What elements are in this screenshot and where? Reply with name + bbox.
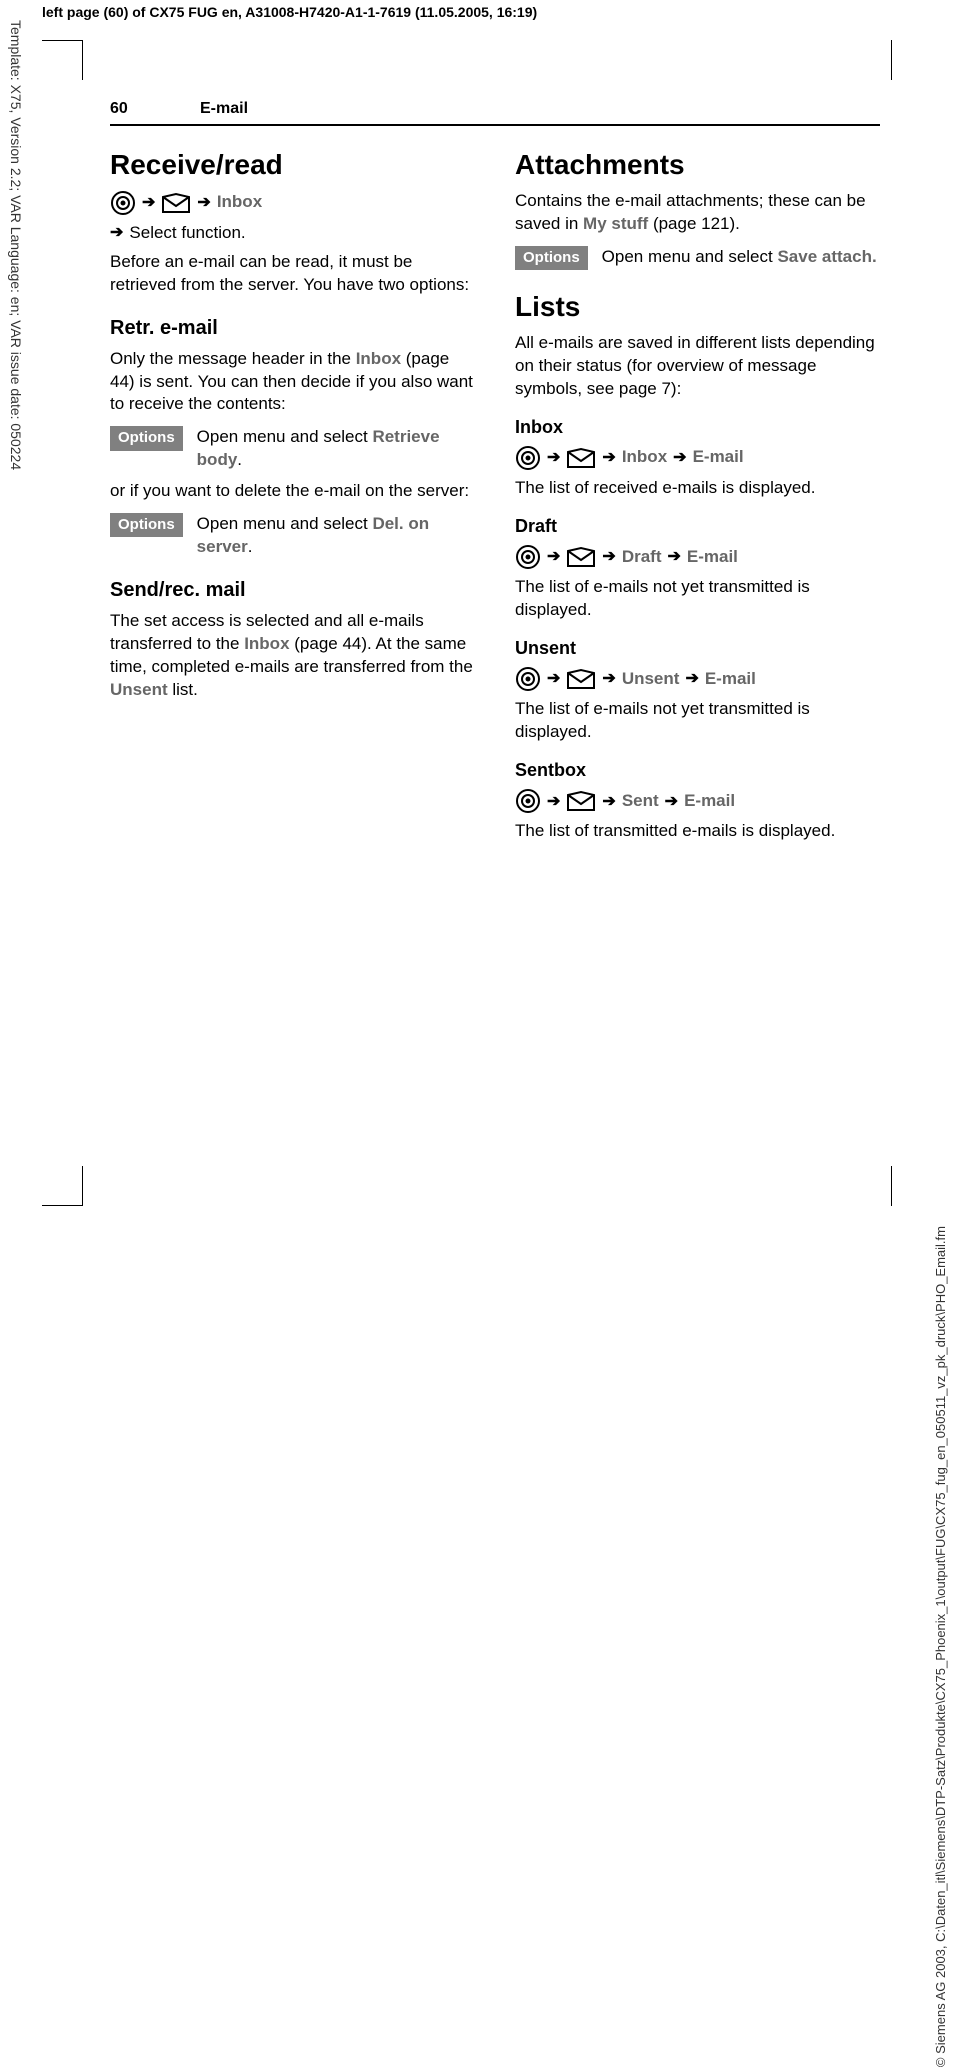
text-bold: Save attach. — [777, 247, 876, 266]
arrow-icon: ➔ — [602, 546, 615, 568]
nav-path: ➔ ➔ Sent ➔ E-mail — [515, 788, 880, 814]
heading-attachments: Attachments — [515, 146, 880, 184]
arrow-icon: ➔ — [197, 192, 210, 214]
page-number: 60 — [110, 100, 200, 118]
envelope-icon — [566, 790, 596, 812]
heading-inbox: Inbox — [515, 415, 880, 439]
arrow-icon: ➔ — [110, 222, 123, 244]
arrow-icon: ➔ — [602, 791, 615, 813]
nav-label: Inbox — [217, 191, 262, 214]
body-text: or if you want to delete the e-mail on t… — [110, 480, 475, 503]
arrow-icon: ➔ — [547, 668, 560, 690]
nav-label: Inbox — [622, 446, 667, 469]
running-head: 60 E-mail — [110, 100, 880, 126]
text-fragment: (page 121). — [648, 214, 740, 233]
nav-label: Unsent — [622, 668, 680, 691]
nav-label: E-mail — [705, 668, 756, 691]
nav-path: ➔ ➔ Draft ➔ E-mail — [515, 544, 880, 570]
body-text: Only the message header in the In­box (p… — [110, 348, 475, 417]
arrow-icon: ➔ — [667, 546, 680, 568]
text-fragment: Only the message header in the — [110, 349, 356, 368]
arrow-icon: ➔ — [685, 668, 698, 690]
nav-label: Select function. — [129, 222, 245, 245]
nav-label: Sent — [622, 790, 659, 813]
text-bold: Unsent — [110, 680, 168, 699]
heading-draft: Draft — [515, 514, 880, 538]
text-fragment: Open menu and select — [602, 247, 778, 266]
text-bold: Inbox — [244, 634, 289, 653]
body-text: Before an e-mail can be read, it must be… — [110, 251, 475, 297]
heading-retr-email: Retr. e-mail — [110, 315, 475, 342]
arrow-icon: ➔ — [673, 447, 686, 469]
nav-path-inbox: ➔ ➔ Inbox — [110, 190, 475, 216]
text-fragment: Open menu and select — [197, 514, 373, 533]
heading-receive-read: Receive/read — [110, 146, 475, 184]
envelope-icon — [161, 192, 191, 214]
arrow-icon: ➔ — [602, 668, 615, 690]
arrow-icon: ➔ — [547, 791, 560, 813]
envelope-icon — [566, 546, 596, 568]
text-bold: In­box — [356, 349, 401, 368]
envelope-icon — [566, 447, 596, 469]
template-info-left: Template: X75, Version 2.2; VAR Language… — [8, 20, 24, 640]
nav-label: E-mail — [684, 790, 735, 813]
arrow-icon: ➔ — [547, 546, 560, 568]
body-text: The set access is selected and all e-mai… — [110, 610, 475, 702]
options-text: Open menu and select Retrieve body. — [197, 426, 475, 472]
copyright-path-right: © Siemens AG 2003, C:\Daten_itl\Siemens\… — [933, 1226, 948, 2067]
options-softkey: Options — [515, 246, 588, 270]
text-fragment: . — [248, 537, 253, 556]
crop-mark-icon — [42, 1205, 82, 1206]
text-fragment: . — [237, 450, 242, 469]
body-text: All e-mails are saved in different lists… — [515, 332, 880, 401]
text-bold: My stuff — [583, 214, 648, 233]
body-text: The list of e-mails not yet transmit­ted… — [515, 576, 880, 622]
body-text: Contains the e-mail attachments; these c… — [515, 190, 880, 236]
page-body: 60 E-mail Receive/read ➔ ➔ Inbox ➔ Selec… — [110, 100, 880, 853]
heading-lists: Lists — [515, 288, 880, 326]
joystick-icon — [515, 788, 541, 814]
heading-sentbox: Sentbox — [515, 758, 880, 782]
crop-mark-icon — [891, 1166, 892, 1206]
body-text: The list of received e-mails is displaye… — [515, 477, 880, 500]
arrow-icon: ➔ — [142, 192, 155, 214]
joystick-icon — [515, 445, 541, 471]
heading-unsent: Unsent — [515, 636, 880, 660]
text-fragment: list. — [168, 680, 198, 699]
two-column-layout: Receive/read ➔ ➔ Inbox ➔ Select function… — [110, 146, 880, 853]
crop-mark-icon — [891, 40, 892, 80]
nav-path: ➔ ➔ Unsent ➔ E-mail — [515, 666, 880, 692]
nav-label: E-mail — [693, 446, 744, 469]
options-softkey: Options — [110, 513, 183, 537]
nav-label: E-mail — [687, 546, 738, 569]
arrow-icon: ➔ — [665, 791, 678, 813]
arrow-icon: ➔ — [547, 447, 560, 469]
text-fragment: Open menu and select — [197, 427, 373, 446]
arrow-icon: ➔ — [602, 447, 615, 469]
crop-mark-icon — [82, 40, 83, 80]
nav-path: ➔ ➔ Inbox ➔ E-mail — [515, 445, 880, 471]
body-text: The list of e-mails not yet transmit­ted… — [515, 698, 880, 744]
page-header: left page (60) of CX75 FUG en, A31008-H7… — [42, 0, 537, 24]
envelope-icon — [566, 668, 596, 690]
right-column: Attachments Contains the e-mail attachme… — [515, 146, 880, 853]
options-row: Options Open menu and select Save attach… — [515, 246, 880, 270]
joystick-icon — [515, 666, 541, 692]
joystick-icon — [110, 190, 136, 216]
options-softkey: Options — [110, 426, 183, 450]
nav-label: Draft — [622, 546, 662, 569]
options-row: Options Open menu and select Retrieve bo… — [110, 426, 475, 472]
joystick-icon — [515, 544, 541, 570]
body-text: The list of transmitted e-mails is displ… — [515, 820, 880, 843]
nav-path-sub: ➔ Select function. — [110, 222, 475, 245]
heading-send-rec: Send/rec. mail — [110, 577, 475, 604]
header-prefix: left page (60) of CX75 FUG en, A31008-H7… — [42, 4, 537, 20]
left-column: Receive/read ➔ ➔ Inbox ➔ Select function… — [110, 146, 475, 853]
options-text: Open menu and select Save attach. — [602, 246, 880, 269]
crop-mark-icon — [42, 40, 82, 41]
crop-mark-icon — [82, 1166, 83, 1206]
options-row: Options Open menu and select Del. on ser… — [110, 513, 475, 559]
section-title: E-mail — [200, 100, 248, 118]
options-text: Open menu and select Del. on server. — [197, 513, 475, 559]
